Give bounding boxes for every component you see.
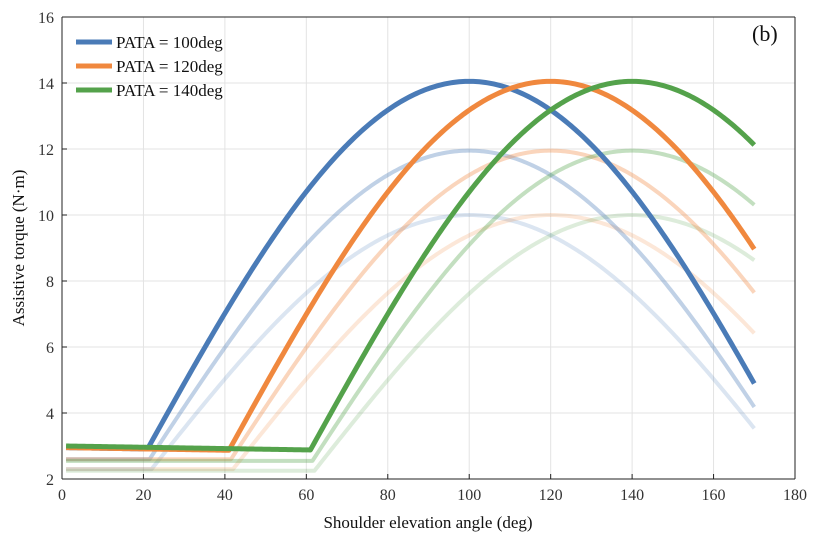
x-tick-label: 180 xyxy=(783,487,807,504)
x-tick-label: 60 xyxy=(298,487,314,504)
legend-label: PATA = 140deg xyxy=(116,81,223,100)
y-axis-label: Assistive torque (N·m) xyxy=(9,170,28,327)
series-line-pata-140deg-mid xyxy=(66,148,756,463)
y-tick-label: 12 xyxy=(38,142,54,159)
legend-label: PATA = 100deg xyxy=(116,33,223,52)
x-tick-label: 160 xyxy=(702,487,726,504)
x-tick-labels: 0 20 40 60 80 100 120 140 160 180 xyxy=(58,474,807,504)
x-axis-label: Shoulder elevation angle (deg) xyxy=(323,513,532,532)
x-tick-label: 20 xyxy=(135,487,151,504)
series-line-pata-120deg-mid xyxy=(66,148,756,462)
panel-label: (b) xyxy=(752,21,778,46)
legend-label: PATA = 120deg xyxy=(116,57,223,76)
series-lines xyxy=(65,78,757,473)
series-line-pata-100deg xyxy=(65,78,757,452)
y-tick-label: 14 xyxy=(38,76,54,93)
legend: PATA = 100deg PATA = 120deg PATA = 140deg xyxy=(76,33,223,100)
series-line-pata-140deg-low xyxy=(66,213,756,473)
series-line-pata-140deg xyxy=(65,78,757,453)
y-tick-label: 6 xyxy=(46,340,54,357)
x-tick-label: 140 xyxy=(620,487,644,504)
x-tick-label: 40 xyxy=(217,487,233,504)
y-tick-label: 2 xyxy=(46,472,54,489)
series-line-pata-100deg-low xyxy=(66,213,756,472)
y-tick-label: 16 xyxy=(38,10,54,27)
x-tick-label: 0 xyxy=(58,487,66,504)
axes xyxy=(61,16,796,480)
y-tick-label: 10 xyxy=(38,208,54,225)
y-tick-label: 8 xyxy=(46,274,54,291)
x-tick-label: 120 xyxy=(539,487,563,504)
y-tick-labels: 2 4 6 8 10 12 14 16 xyxy=(38,10,67,489)
y-tick-label: 4 xyxy=(46,406,54,423)
x-tick-label: 100 xyxy=(457,487,481,504)
x-tick-label: 80 xyxy=(380,487,396,504)
